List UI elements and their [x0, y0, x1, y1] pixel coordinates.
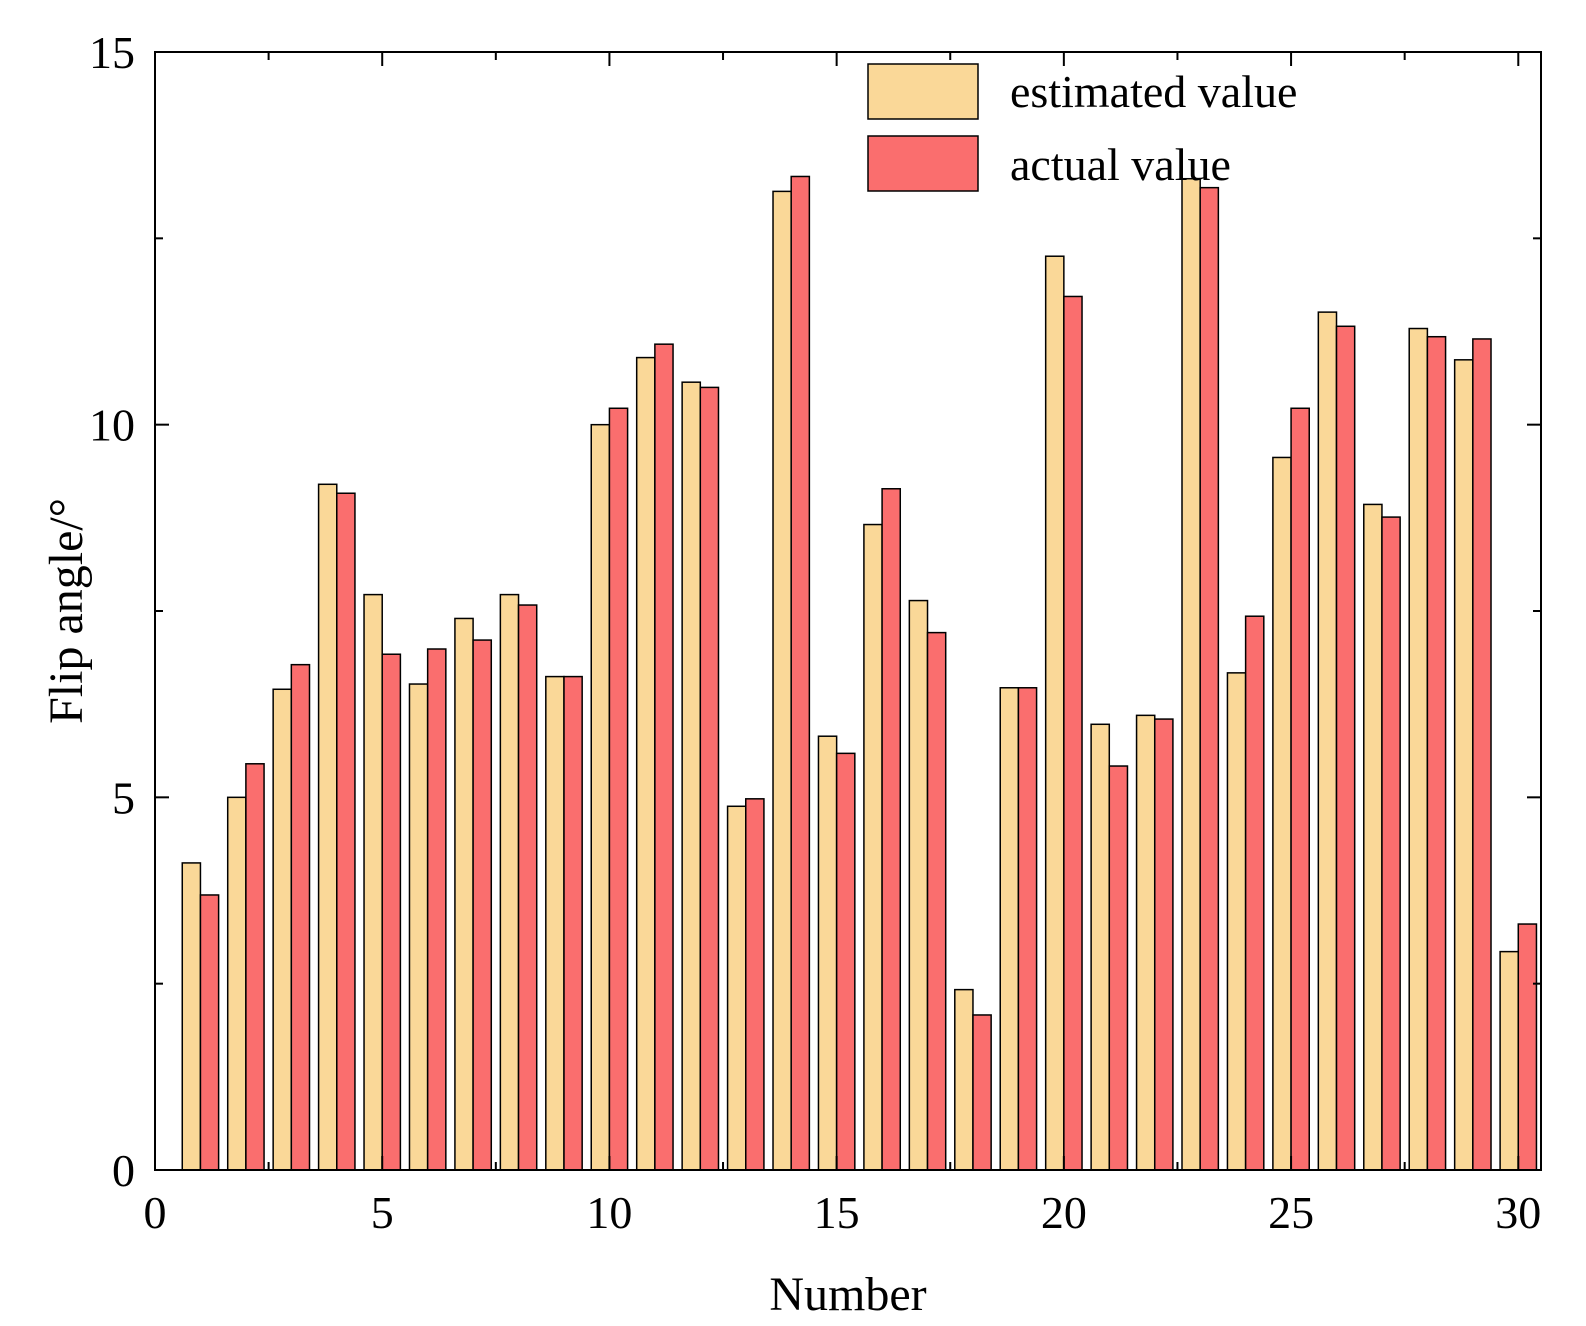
bar-actual-27 [1381, 516, 1401, 1171]
legend-label-estimated: estimated value [1010, 66, 1297, 117]
bar-estimated-18 [954, 988, 974, 1171]
bar-estimated-30 [1499, 950, 1520, 1171]
bar-actual-14 [790, 175, 811, 1171]
bar-actual-22 [1153, 718, 1174, 1171]
bar-estimated-7 [454, 617, 474, 1171]
bar-estimated-20 [1044, 255, 1065, 1171]
bar-actual-30 [1517, 923, 1538, 1171]
bar-estimated-10 [590, 423, 611, 1171]
bar-actual-23 [1199, 186, 1220, 1171]
bar-estimated-4 [317, 483, 338, 1171]
x-tick-label-25: 25 [1268, 1187, 1314, 1238]
bar-estimated-3 [272, 688, 293, 1171]
bar-estimated-15 [817, 735, 838, 1171]
bar-estimated-9 [545, 675, 565, 1171]
plot-frame [154, 51, 1542, 1171]
bar-estimated-6 [408, 683, 429, 1171]
y-tick-label-10: 10 [89, 400, 135, 451]
bar-actual-8 [517, 604, 538, 1171]
bar-actual-26 [1335, 325, 1356, 1171]
bars-group [181, 175, 1538, 1171]
y-axis-title: Flip angle/° [40, 498, 93, 724]
bar-actual-11 [654, 343, 674, 1171]
bar-actual-9 [563, 675, 583, 1171]
legend-swatch-estimated [867, 63, 979, 120]
bar-actual-17 [926, 631, 947, 1171]
bar-actual-20 [1063, 295, 1083, 1171]
legend-swatch-actual [867, 135, 979, 192]
bar-estimated-11 [635, 356, 656, 1171]
x-tick-label-30: 30 [1495, 1187, 1541, 1238]
x-tick-label-20: 20 [1041, 1187, 1087, 1238]
bar-actual-10 [608, 407, 629, 1171]
bar-estimated-8 [499, 593, 520, 1171]
y-tick-label-5: 5 [112, 772, 135, 823]
bar-estimated-19 [999, 687, 1020, 1171]
y-tick-label-0: 0 [112, 1145, 135, 1196]
bar-actual-19 [1017, 687, 1038, 1171]
bar-actual-24 [1244, 615, 1265, 1171]
y-tick-label-15: 15 [89, 27, 135, 78]
bar-actual-1 [199, 894, 220, 1171]
bar-actual-5 [381, 653, 402, 1171]
x-tick-label-15: 15 [814, 1187, 860, 1238]
bar-estimated-12 [681, 381, 702, 1171]
bar-actual-2 [245, 763, 265, 1171]
bar-actual-15 [835, 752, 856, 1171]
bar-actual-16 [881, 488, 902, 1171]
bar-actual-3 [290, 663, 311, 1171]
bar-estimated-16 [863, 523, 883, 1171]
bar-actual-25 [1290, 407, 1310, 1171]
bar-actual-18 [972, 1014, 992, 1171]
x-tick-label-0: 0 [144, 1187, 167, 1238]
bar-actual-4 [336, 492, 356, 1171]
bar-estimated-29 [1453, 359, 1474, 1171]
bar-actual-13 [745, 798, 765, 1171]
tick-labels-group: 0 5 10 15 20 25 30 0 5 10 15 [89, 27, 1541, 1238]
bar-estimated-2 [226, 796, 247, 1171]
bar-estimated-24 [1226, 672, 1247, 1171]
legend: estimated value actual value [867, 63, 1297, 192]
x-tick-label-10: 10 [586, 1187, 632, 1238]
bar-estimated-26 [1317, 311, 1338, 1171]
bar-actual-28 [1426, 335, 1447, 1171]
bar-estimated-21 [1090, 723, 1111, 1171]
bar-actual-7 [472, 639, 493, 1171]
x-tick-label-5: 5 [371, 1187, 394, 1238]
bar-estimated-17 [908, 599, 929, 1171]
bar-estimated-22 [1135, 714, 1156, 1171]
bar-estimated-25 [1272, 456, 1292, 1171]
bar-actual-21 [1108, 765, 1129, 1171]
bar-actual-6 [426, 648, 447, 1171]
bar-estimated-1 [181, 862, 202, 1171]
bar-estimated-28 [1408, 327, 1429, 1171]
bar-actual-29 [1472, 338, 1492, 1171]
bar-estimated-5 [363, 593, 383, 1171]
bar-estimated-23 [1181, 177, 1201, 1171]
bar-estimated-27 [1363, 503, 1383, 1171]
bar-estimated-14 [772, 190, 792, 1171]
x-axis-title: Number [769, 1268, 926, 1321]
legend-label-actual: actual value [1010, 139, 1231, 190]
bar-estimated-13 [726, 805, 747, 1171]
bar-actual-12 [699, 386, 720, 1171]
